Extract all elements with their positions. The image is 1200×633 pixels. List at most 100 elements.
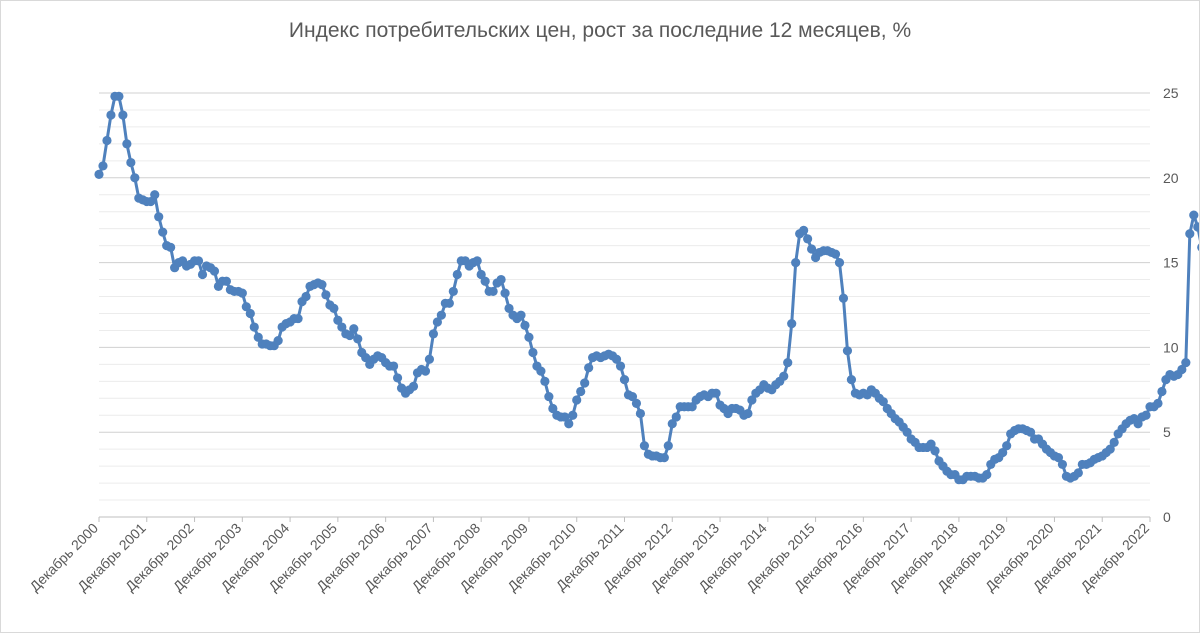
data-point xyxy=(667,419,677,429)
data-point xyxy=(1189,210,1199,220)
data-point xyxy=(154,212,164,222)
data-point xyxy=(584,363,594,373)
data-point xyxy=(1073,468,1083,478)
data-point xyxy=(544,391,554,402)
data-point xyxy=(146,196,156,207)
data-point xyxy=(448,286,458,297)
data-point xyxy=(98,161,108,171)
data-point xyxy=(807,244,817,254)
data-point xyxy=(627,391,638,402)
data-point xyxy=(635,408,646,419)
data-point xyxy=(345,330,355,341)
data-point xyxy=(420,366,431,376)
data-point xyxy=(102,135,112,146)
data-point xyxy=(1057,459,1068,470)
data-point xyxy=(846,375,857,385)
data-point xyxy=(349,324,359,334)
data-point xyxy=(337,322,347,332)
data-point xyxy=(444,298,454,308)
data-point xyxy=(436,310,446,320)
data-point xyxy=(1185,229,1195,239)
data-point xyxy=(158,227,168,237)
data-point xyxy=(1109,437,1119,447)
data-point xyxy=(1141,410,1151,420)
data-point xyxy=(118,110,128,120)
y-tick-label: 10 xyxy=(1163,339,1179,355)
y-tick-label: 0 xyxy=(1163,509,1171,525)
data-point xyxy=(1105,444,1115,454)
data-point xyxy=(496,274,506,285)
data-point xyxy=(528,347,538,358)
data-point xyxy=(353,334,363,344)
data-point xyxy=(488,286,498,297)
data-point xyxy=(408,381,419,392)
data-point xyxy=(611,354,622,364)
data-point xyxy=(428,329,439,339)
data-point xyxy=(476,269,486,280)
data-point xyxy=(747,395,757,405)
data-point xyxy=(842,346,853,356)
data-point xyxy=(197,269,208,280)
data-point xyxy=(424,354,435,364)
data-point xyxy=(787,319,797,329)
data-point xyxy=(982,470,992,480)
data-point xyxy=(480,276,490,286)
data-point xyxy=(619,375,630,385)
axes xyxy=(98,516,1151,522)
data-point xyxy=(783,358,793,368)
data-point xyxy=(114,91,124,101)
data-point xyxy=(1025,427,1036,437)
data-point xyxy=(576,386,586,397)
data-point xyxy=(432,317,442,327)
data-point xyxy=(1181,358,1191,368)
data-point xyxy=(249,322,259,332)
data-point xyxy=(122,139,132,149)
data-point xyxy=(150,190,160,200)
data-point xyxy=(779,371,789,381)
data-point xyxy=(1157,386,1167,397)
data-point xyxy=(389,361,399,371)
data-point xyxy=(392,373,403,383)
data-point xyxy=(743,408,753,419)
data-point xyxy=(452,269,462,280)
data-point xyxy=(321,290,331,300)
data-point xyxy=(1002,441,1012,451)
data-point xyxy=(572,395,582,405)
data-point xyxy=(548,403,558,414)
data-point xyxy=(209,266,220,276)
data-point xyxy=(106,110,116,120)
data-point xyxy=(878,397,888,407)
data-point xyxy=(361,352,371,363)
data-point xyxy=(830,249,841,259)
data-point xyxy=(998,447,1008,458)
y-tick-label: 25 xyxy=(1163,85,1179,101)
data-point xyxy=(329,303,339,313)
data-point xyxy=(926,439,936,449)
data-point xyxy=(838,293,849,303)
data-point xyxy=(301,291,311,302)
series-line xyxy=(97,94,1199,482)
data-point xyxy=(524,332,534,342)
data-point xyxy=(193,256,204,266)
data-point xyxy=(902,427,912,437)
data-point xyxy=(671,412,681,422)
data-point xyxy=(221,276,231,286)
data-point xyxy=(273,336,283,346)
data-point xyxy=(799,225,809,235)
data-point xyxy=(711,388,721,398)
data-point xyxy=(94,169,104,180)
chart-title: Индекс потребительских цен, рост за посл… xyxy=(288,19,912,42)
data-point xyxy=(834,258,845,268)
data-point xyxy=(1197,243,1199,252)
data-point xyxy=(1053,453,1064,463)
data-point xyxy=(791,258,801,268)
data-point xyxy=(520,320,530,330)
data-point xyxy=(130,173,140,183)
data-point xyxy=(241,302,251,312)
data-point xyxy=(930,446,940,456)
data-point xyxy=(580,378,590,388)
data-point xyxy=(639,441,650,451)
grid-lines xyxy=(99,92,1150,518)
data-point xyxy=(500,288,510,298)
